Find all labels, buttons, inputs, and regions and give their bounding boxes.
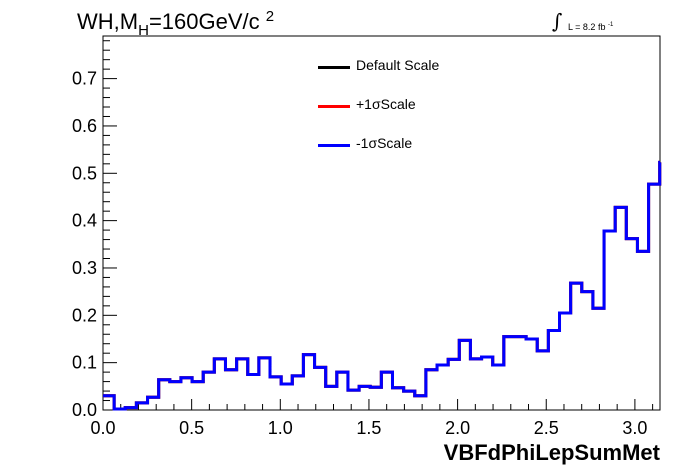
axes: 0.0 0.5 1.0 1.5 2.0 2.5 3.0 0.0 0.1 0.2 0.3 0.4 0.5 0… xyxy=(72,40,654,438)
y-tick-label: 0.7 xyxy=(72,69,97,89)
integral-symbol: ∫ xyxy=(552,9,563,33)
series-layer xyxy=(103,160,662,411)
x-tick-label: 1.5 xyxy=(356,418,381,438)
legend-swatch-default xyxy=(318,66,350,69)
chart-title: WH,MH=160GeV/c 2 xyxy=(77,8,274,39)
luminosity-exponent: -1 xyxy=(607,22,614,28)
legend-swatch-plus1sigma xyxy=(318,105,350,108)
y-tick-label: 0.6 xyxy=(72,116,97,136)
y-tick-label: 0.4 xyxy=(72,211,97,231)
title-rest: =160GeV/c xyxy=(148,9,260,34)
x-axis-label: VBFdPhiLepSumMet xyxy=(443,440,660,465)
plot-frame xyxy=(102,35,661,411)
x-tick-label: 0.5 xyxy=(179,418,204,438)
title-subscript: H xyxy=(138,22,149,39)
luminosity-text: L = 8.2 fb -1 xyxy=(568,22,613,32)
y-tick-label: 0.1 xyxy=(72,353,97,373)
y-tick-label: 0.0 xyxy=(72,400,97,420)
y-tick-label: 0.2 xyxy=(72,305,97,325)
legend-swatch-minus1sigma xyxy=(318,144,350,147)
x-tick-label: 2.5 xyxy=(534,418,559,438)
y-tick-label: 0.3 xyxy=(72,258,97,278)
legend-label-plus1sigma: +1σScale xyxy=(356,96,416,112)
title-superscript: 2 xyxy=(265,8,275,25)
x-tick-label: 2.0 xyxy=(445,418,470,438)
x-tick-label: 1.0 xyxy=(268,418,293,438)
legend-label-default: Default Scale xyxy=(356,57,440,73)
series-minus1sigma-scale xyxy=(103,160,662,411)
legend-label-minus1sigma: -1σScale xyxy=(356,135,413,151)
x-tick-label: 3.0 xyxy=(622,418,647,438)
y-tick-label: 0.5 xyxy=(72,163,97,183)
title-main: WH,M xyxy=(77,9,139,34)
luminosity-value: L = 8.2 fb xyxy=(568,22,606,32)
x-tick-label: 0.0 xyxy=(90,418,115,438)
